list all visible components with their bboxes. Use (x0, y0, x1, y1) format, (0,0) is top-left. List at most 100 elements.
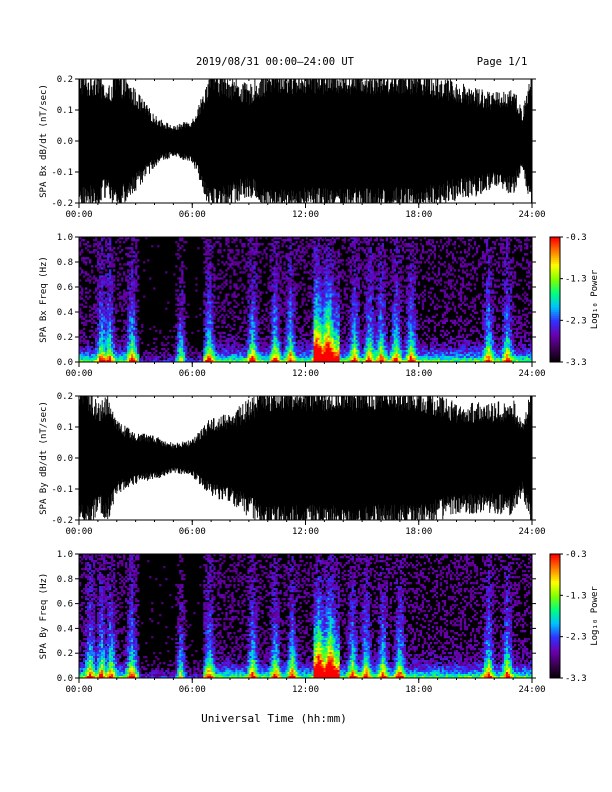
spectrogram-cell (371, 275, 374, 278)
spectrogram-cell (207, 343, 210, 347)
spectrogram-cell (113, 269, 116, 272)
spectrogram-cell (95, 243, 98, 246)
spectrogram-cell (95, 311, 98, 314)
spectrogram-cell (157, 359, 160, 363)
spectrogram-cell (327, 269, 330, 272)
spectrogram-cell (265, 247, 268, 250)
spectrogram-cell (103, 337, 106, 341)
spectrogram-cell (213, 245, 216, 248)
spectrogram-cell (315, 299, 318, 302)
spectrogram-cell (343, 357, 346, 361)
spectrogram-cell (87, 347, 90, 351)
spectrogram-cell (137, 341, 140, 345)
spectrogram-cell (365, 329, 368, 333)
spectrogram-cell (183, 329, 186, 333)
spectrogram-cell (327, 359, 330, 363)
spectrogram-cell (239, 239, 242, 242)
spectrogram-cell (209, 275, 212, 278)
spectrogram-cell (293, 269, 296, 272)
spectrogram-cell (331, 259, 334, 262)
spectrogram-cell (373, 357, 376, 361)
spectrogram-cell (233, 315, 236, 318)
spectrogram-cell (205, 309, 208, 312)
spectrogram-cell (277, 307, 280, 310)
spectrogram-cell (89, 315, 92, 318)
spectrogram-cell (373, 325, 376, 329)
spectrogram-cell (295, 237, 298, 240)
spectrogram-cell (173, 345, 176, 349)
spectrogram-cell (135, 357, 138, 361)
spectrogram-cell (185, 345, 188, 349)
spectrogram-cell (287, 313, 290, 316)
spectrogram-cell (109, 341, 112, 345)
spectrogram-cell (353, 319, 356, 322)
spectrogram-cell (235, 237, 238, 240)
spectrogram-cell (93, 321, 96, 324)
spectrogram-cell (253, 281, 256, 284)
spectrogram-cell (373, 321, 376, 324)
spectrogram-cell (275, 277, 278, 280)
spectrogram-cell (249, 335, 252, 339)
spectrogram-cell (313, 333, 316, 337)
spectrogram-cell (101, 239, 104, 242)
spectrogram-cell (275, 343, 278, 347)
spectrogram-cell (237, 347, 240, 351)
spectrogram-cell (289, 251, 292, 254)
spectrogram-cell (183, 281, 186, 284)
spectrogram-cell (241, 271, 244, 274)
spectrogram-cell (247, 291, 250, 294)
spectrogram-cell (241, 351, 244, 355)
spectrogram-cell (339, 359, 342, 363)
spectrogram-cell (127, 321, 130, 324)
spectrogram-cell (213, 305, 216, 308)
spectrogram-cell (371, 283, 374, 286)
spectrogram-cell (371, 351, 374, 355)
spectrogram-cell (327, 293, 330, 296)
spectrogram-cell (317, 277, 320, 280)
spectrogram-cell (337, 271, 340, 274)
spectrogram-cell (113, 275, 116, 278)
spectrogram-cell (255, 327, 258, 331)
spectrogram-cell (107, 317, 110, 320)
spectrogram-cell (249, 247, 252, 250)
spectrogram-cell (271, 267, 274, 270)
spectrogram-cell (325, 269, 328, 272)
spectrogram-cell (133, 311, 136, 314)
spectrogram-cell (133, 301, 136, 304)
spectrogram-cell (273, 327, 276, 331)
spectrogram-cell (85, 319, 88, 322)
spectrogram-cell (127, 333, 130, 337)
spectrogram-cell (343, 311, 346, 314)
spectrogram-cell (301, 277, 304, 280)
spectrogram-cell (347, 339, 350, 343)
spectrogram-cell (309, 263, 312, 266)
spectrogram-cell (297, 343, 300, 347)
spectrogram-cell (249, 357, 252, 361)
spectrogram-cell (375, 303, 378, 306)
spectrogram-cell (289, 347, 292, 351)
spectrogram-cell (105, 261, 108, 264)
spectrogram-cell (105, 325, 108, 329)
spectrogram-cell (331, 283, 334, 286)
spectrogram-cell (375, 313, 378, 316)
spectrogram-cell (321, 347, 324, 351)
spectrogram-cell (331, 251, 334, 254)
spectrogram-cell (211, 309, 214, 312)
spectrogram-cell (363, 267, 366, 270)
spectrogram-cell (143, 261, 146, 264)
spectrogram-cell (355, 305, 358, 308)
spectrogram-cell (309, 331, 312, 335)
spectrogram-cell (79, 243, 82, 246)
spectrogram-cell (367, 249, 370, 252)
spectrogram-cell (197, 247, 200, 250)
spectrogram-cell (127, 325, 130, 329)
spectrogram-cell (371, 317, 374, 320)
spectrogram-cell (213, 357, 216, 361)
spectrogram-cell (325, 349, 328, 353)
spectrogram-cell (345, 357, 348, 361)
spectrogram-cell (101, 353, 104, 357)
spectrogram-cell (183, 345, 186, 349)
spectrogram-cell (319, 331, 322, 335)
spectrogram-cell (269, 289, 272, 292)
spectrogram-cell (101, 331, 104, 335)
